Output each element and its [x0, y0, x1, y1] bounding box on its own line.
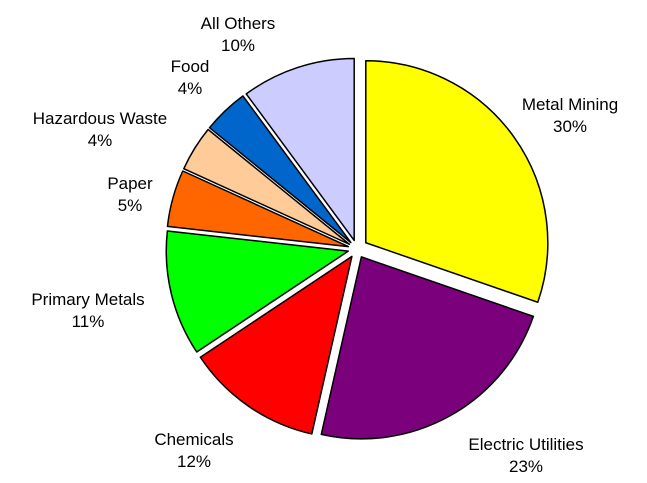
- slice-label-value: 23%: [509, 457, 543, 476]
- slice-label-name: All Others: [201, 14, 276, 33]
- slice-label-value: 11%: [72, 312, 105, 331]
- pie-slice-primary-metals: [165, 230, 349, 353]
- slice-label-value: 4%: [178, 79, 203, 98]
- pie-slice-all-others: [245, 57, 355, 242]
- slice-label-name: Paper: [107, 174, 153, 193]
- pie-slice-hazardous-waste: [183, 128, 351, 245]
- slice-label-name: Metal Mining: [522, 95, 618, 114]
- slice-label-name: Chemicals: [154, 430, 233, 449]
- slice-label-value: 5%: [118, 196, 143, 215]
- slice-label-name: Food: [171, 57, 210, 76]
- slice-label-name: Hazardous Waste: [33, 109, 167, 128]
- pie-slice-chemicals: [199, 255, 353, 435]
- slice-label-name: Electric Utilities: [468, 435, 583, 454]
- slice-label-value: 30%: [553, 117, 587, 136]
- pie-slice-food: [208, 95, 352, 244]
- slice-label-name: Primary Metals: [31, 290, 144, 309]
- pie-slice-metal-mining: [365, 59, 549, 304]
- pie-slice-electric-utilities: [320, 256, 535, 440]
- pie-slice-paper: [166, 170, 350, 248]
- slice-label-value: 12%: [177, 452, 211, 471]
- slice-label-value: 10%: [221, 36, 255, 55]
- slice-label-value: 4%: [88, 131, 113, 150]
